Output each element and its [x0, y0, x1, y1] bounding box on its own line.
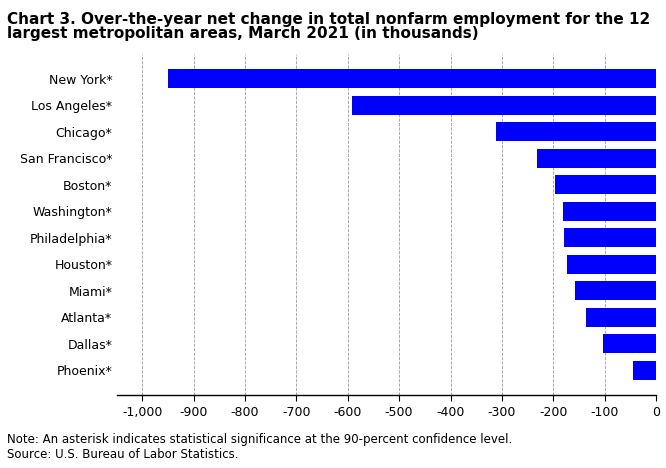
Bar — [537, 149, 656, 168]
Bar — [603, 334, 656, 353]
Text: Chart 3. Over-the-year net change in total nonfarm employment for the 12: Chart 3. Over-the-year net change in tot… — [7, 12, 650, 27]
Text: largest metropolitan areas, March 2021 (in thousands): largest metropolitan areas, March 2021 (… — [7, 26, 478, 41]
Bar — [633, 361, 656, 380]
Bar — [585, 308, 656, 327]
Bar — [575, 281, 656, 300]
Bar — [563, 202, 656, 221]
Text: Note: An asterisk indicates statistical significance at the 90-percent confidenc: Note: An asterisk indicates statistical … — [7, 432, 512, 446]
Bar — [563, 228, 656, 248]
Bar — [168, 69, 656, 88]
Bar — [567, 255, 656, 274]
Bar — [496, 122, 656, 141]
Bar — [352, 96, 656, 115]
Text: Source: U.S. Bureau of Labor Statistics.: Source: U.S. Bureau of Labor Statistics. — [7, 448, 238, 461]
Bar — [555, 176, 656, 194]
